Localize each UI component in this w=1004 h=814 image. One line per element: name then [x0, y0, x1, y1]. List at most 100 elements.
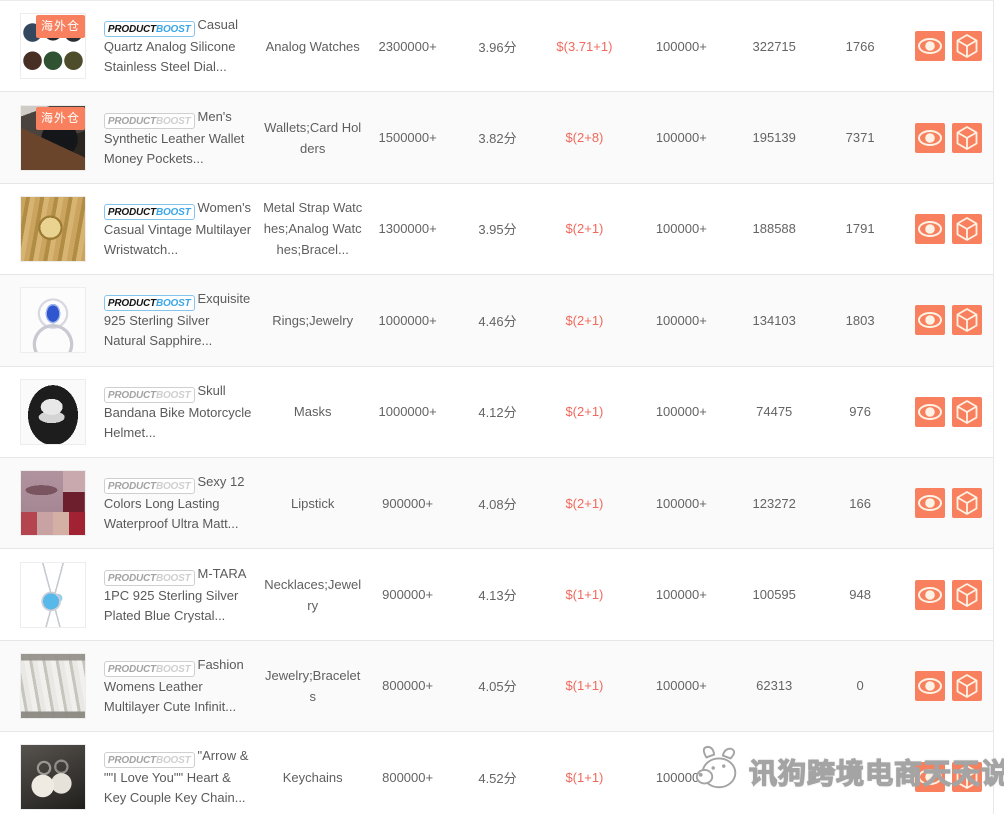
package-button[interactable]	[952, 122, 983, 153]
productboost-badge: PRODUCTBOOST	[103, 660, 195, 677]
metric-2: 166	[849, 495, 871, 511]
product-image[interactable]: 海外仓	[20, 104, 86, 171]
product-image[interactable]	[20, 195, 86, 262]
table-row: 海外仓 PRODUCTBOOST Men's Synthetic Leather …	[0, 92, 993, 184]
price: $(2+1)	[565, 312, 604, 328]
wishlist-count: 100000+	[655, 38, 707, 54]
product-title[interactable]: PRODUCTBOOST "Arrow & ""I Love You"" Hear…	[103, 746, 254, 808]
package-button[interactable]	[952, 213, 983, 244]
package-button[interactable]	[952, 762, 983, 793]
overseas-warehouse-badge: 海外仓	[35, 106, 85, 130]
metric-2: 1791	[845, 221, 875, 237]
product-image[interactable]	[20, 561, 86, 628]
view-button[interactable]	[915, 488, 946, 519]
sales-count: 1500000+	[378, 130, 437, 146]
price: $(1+1)	[565, 769, 604, 785]
sales-count: 800000+	[382, 769, 434, 785]
table-row: PRODUCTBOOST Skull Bandana Bike Motorcycl…	[0, 366, 993, 458]
productboost-badge: PRODUCTBOOST	[103, 112, 195, 129]
view-button[interactable]	[915, 31, 946, 62]
category: Necklaces;Jewelry	[264, 576, 362, 613]
eye-icon	[915, 123, 945, 153]
product-title[interactable]: PRODUCTBOOST Skull Bandana Bike Motorcycl…	[103, 381, 254, 443]
productboost-badge: PRODUCTBOOST	[103, 569, 195, 586]
sales-count: 1000000+	[378, 312, 437, 328]
metric-2: 976	[849, 404, 871, 420]
product-image[interactable]	[20, 652, 86, 719]
sales-count: 900000+	[382, 587, 434, 603]
metric-1: 123272	[752, 495, 796, 511]
metric-2: 1766	[845, 38, 875, 54]
product-title-text: M-TARA 1PC 925 Sterling Silver Plated Bl…	[103, 565, 246, 623]
view-button[interactable]	[915, 762, 946, 793]
product-image[interactable]	[20, 744, 86, 811]
metric-1: 100595	[752, 587, 796, 603]
productboost-badge: PRODUCTBOOST	[103, 295, 195, 312]
product-title[interactable]: PRODUCTBOOST Women's Casual Vintage Multi…	[103, 198, 254, 260]
product-image[interactable]	[20, 378, 86, 445]
cube-icon	[952, 488, 982, 518]
view-button[interactable]	[915, 579, 946, 610]
package-button[interactable]	[952, 31, 983, 62]
product-title[interactable]: PRODUCTBOOST Sexy 12 Colors Long Lasting …	[103, 472, 254, 534]
sales-count: 1300000+	[378, 221, 437, 237]
productboost-badge: PRODUCTBOOST	[103, 752, 195, 769]
price: $(2+1)	[565, 221, 604, 237]
price: $(2+1)	[565, 404, 604, 420]
product-title-text: Exquisite 925 Sterling Silver Natural Sa…	[103, 291, 251, 349]
eye-icon	[915, 305, 945, 335]
product-title[interactable]: PRODUCTBOOST M-TARA 1PC 925 Sterling Silv…	[103, 564, 254, 626]
view-button[interactable]	[915, 670, 946, 701]
cube-icon	[952, 31, 982, 61]
table-row: PRODUCTBOOST Fashion Womens Leather Multi…	[0, 640, 993, 733]
product-image[interactable]	[20, 470, 86, 537]
product-image[interactable]: 海外仓	[20, 13, 86, 80]
rating: 4.13分	[478, 588, 517, 604]
table-row: PRODUCTBOOST Sexy 12 Colors Long Lasting …	[0, 457, 993, 550]
view-button[interactable]	[915, 305, 946, 336]
table-row: PRODUCTBOOST "Arrow & ""I Love You"" Hear…	[0, 732, 993, 814]
cube-icon	[952, 305, 982, 335]
productboost-badge: PRODUCTBOOST	[103, 21, 195, 38]
category: Wallets;Card Holders	[264, 119, 362, 156]
product-title[interactable]: PRODUCTBOOST Casual Quartz Analog Silicon…	[103, 15, 254, 77]
view-button[interactable]	[915, 213, 946, 244]
sales-count: 900000+	[382, 495, 434, 511]
product-title-text: "Arrow & ""I Love You"" Heart & Key Coup…	[103, 748, 249, 806]
package-button[interactable]	[952, 579, 983, 610]
package-button[interactable]	[952, 305, 983, 336]
wishlist-count: 100000+	[655, 312, 707, 328]
metric-2: 948	[849, 587, 871, 603]
product-title[interactable]: PRODUCTBOOST Exquisite 925 Sterling Silve…	[103, 289, 254, 351]
eye-icon	[915, 214, 945, 244]
rating: 4.05分	[478, 679, 517, 695]
eye-icon	[915, 671, 945, 701]
price: $(2+1)	[565, 495, 604, 511]
product-title-text: Skull Bandana Bike Motorcycle Helmet...	[103, 382, 252, 440]
package-button[interactable]	[952, 396, 983, 427]
category: Metal Strap Watches;Analog Watches;Brace…	[263, 200, 363, 258]
cube-icon	[952, 214, 982, 244]
product-title-text: Men's Synthetic Leather Wallet Money Poc…	[103, 108, 245, 166]
rating: 4.08分	[478, 496, 517, 512]
category: Jewelry;Bracelets	[265, 667, 361, 704]
rating: 4.12分	[478, 405, 517, 421]
overseas-warehouse-badge: 海外仓	[35, 15, 85, 39]
category: Keychains	[282, 769, 343, 785]
price: $(1+1)	[565, 678, 604, 694]
metric-2: 0	[856, 678, 864, 694]
table-row: PRODUCTBOOST Exquisite 925 Sterling Silve…	[0, 275, 993, 367]
product-title[interactable]: PRODUCTBOOST Men's Synthetic Leather Wall…	[103, 107, 254, 169]
view-button[interactable]	[915, 396, 946, 427]
product-image[interactable]	[20, 287, 86, 354]
price: $(3.71+1)	[556, 38, 613, 54]
category: Masks	[293, 404, 332, 420]
wishlist-count: 100000+	[655, 769, 707, 785]
package-button[interactable]	[952, 670, 983, 701]
package-button[interactable]	[952, 488, 983, 519]
rating: 4.52分	[478, 770, 517, 786]
view-button[interactable]	[915, 122, 946, 153]
metric-2: 7371	[845, 130, 875, 146]
product-title[interactable]: PRODUCTBOOST Fashion Womens Leather Multi…	[103, 655, 254, 717]
eye-icon	[915, 397, 945, 427]
